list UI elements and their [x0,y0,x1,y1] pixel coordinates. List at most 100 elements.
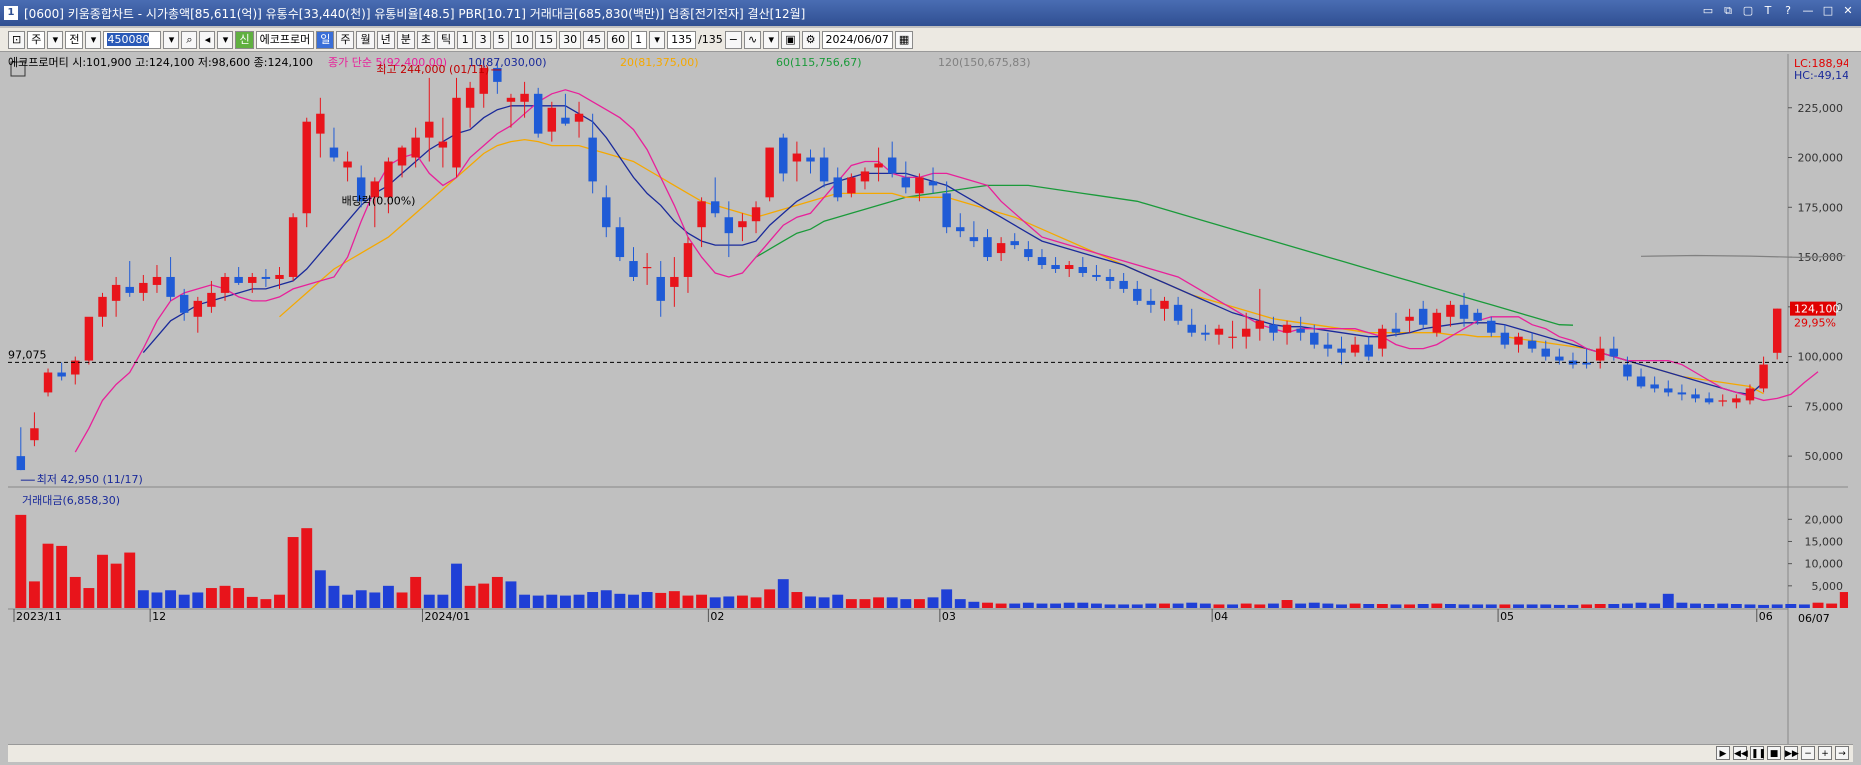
interval-1[interactable]: 1 [457,30,474,49]
x-tick-label: 2023/11 [16,610,62,623]
search-icon[interactable]: ⌕ [181,30,198,49]
help-icon[interactable]: ? [1785,4,1791,17]
legend-entry: 20(81,375,00) [620,56,699,69]
interval-3[interactable]: 3 [475,30,492,49]
chevron-down-icon[interactable]: ▾ [763,30,780,49]
x-axis-labels: 2023/11 12 2024/01 02 03 04 05 06 [13,609,1773,623]
candle-body [84,316,94,361]
volume-bar [423,594,435,608]
tab-tick[interactable]: 틱 [436,30,456,49]
wave-icon[interactable]: ∿ [744,30,762,49]
chevron-down-icon[interactable]: ▾ [163,30,180,49]
calendar-icon[interactable]: ▦ [894,30,914,49]
volume-bar [1662,593,1674,608]
volume-bar [355,590,367,608]
interval-10[interactable]: 10 [511,30,534,49]
maximize-icon[interactable]: □ [1822,4,1834,17]
candle-body [1255,320,1265,329]
candle-body [901,177,911,188]
volume-bar [1267,603,1279,608]
candle-body [1282,324,1292,333]
interval-select[interactable]: 1 [631,30,648,49]
candle-body [602,197,611,228]
chevron-down-icon[interactable]: ▾ [649,30,666,49]
volume-bar [519,594,531,608]
grid-toggle-icon[interactable] [10,61,26,77]
chevron-down-icon[interactable]: ▾ [85,30,102,49]
volume-bar [696,594,708,608]
tab-week[interactable]: 주 [336,30,355,49]
volume-bar [1458,604,1470,608]
credit-badge: 신 [235,30,254,49]
stop-icon[interactable]: ■ [1767,746,1781,760]
layout-icon[interactable]: ▭ [1702,4,1714,17]
pause-icon[interactable]: ❚❚ [1750,746,1766,760]
interval-45[interactable]: 45 [583,30,606,49]
minimize-icon[interactable]: — [1802,4,1814,17]
count-input[interactable]: 135 [667,30,697,49]
volume-bar [1499,604,1511,608]
candle-body [724,217,734,234]
tab-second[interactable]: 초 [416,30,435,49]
restore-icon[interactable]: ⧉ [1724,4,1732,17]
window-title: [0600] 키움종합차트 - 시가총액[85,611(억)] 유통수[33,4… [24,6,806,21]
zoom-in-icon[interactable]: + [1818,746,1832,760]
candle-body [302,121,311,214]
volume-bar [69,576,81,608]
interval-5[interactable]: 5 [493,30,510,49]
chevron-down-icon[interactable]: ▾ [47,30,64,49]
volume-bar [1281,600,1293,608]
chart-area[interactable]: 50,000 75,000 100,000 12 5,000 150,000 175,000… [8,54,1861,744]
candle-body [384,161,393,198]
candle-body [1078,267,1088,273]
price-chart[interactable]: 50,000 75,000 100,000 12 5,000 150,000 175,000… [8,54,1861,744]
count-total: /135 [698,33,723,46]
minus-icon[interactable]: − [724,30,742,49]
scroll-bar[interactable]: ▶ ◀◀ ❚❚ ■ ▶▶ − + → [8,744,1853,762]
period-select[interactable]: 주 [27,30,46,49]
volume-bar [736,595,748,608]
interval-15[interactable]: 15 [535,30,558,49]
volume-bar [1336,604,1347,608]
volume-bar [437,594,449,608]
date-input[interactable]: 2024/06/07 [821,30,893,49]
candle-body [1310,332,1319,345]
volume-bar [137,590,149,608]
volume-bar [505,581,517,608]
text-icon[interactable]: T [1764,4,1772,17]
candle-body [533,93,543,134]
tab-year[interactable]: 년 [376,30,395,49]
candle-body [710,201,720,214]
interval-30[interactable]: 30 [559,30,582,49]
volume-bar [342,594,354,608]
candle-body [166,276,175,297]
stock-name-field: 에코프로머 [255,30,315,49]
candle-body [1609,348,1619,357]
interval-60[interactable]: 60 [607,30,630,49]
volume-bar [15,514,27,608]
stock-code-input[interactable]: 450080 [103,30,162,49]
tab-day[interactable]: 일 [316,30,335,49]
chart-menu-icon[interactable]: ⊡ [8,30,26,49]
tab-month[interactable]: 월 [356,30,375,49]
volume-bar [1785,604,1797,608]
save-icon[interactable]: ▣ [781,30,800,49]
close-icon[interactable]: ✕ [1843,4,1853,17]
volume-bar [614,593,626,608]
tab-minute[interactable]: 분 [396,30,415,49]
zoom-out-icon[interactable]: − [1801,746,1815,760]
gear-icon[interactable]: ⚙ [801,30,820,49]
forward-icon[interactable]: ▶▶ [1784,746,1799,760]
tile-icon[interactable]: ▢ [1742,4,1754,17]
chevron-down-icon[interactable]: ▾ [217,30,234,49]
rewind-icon[interactable]: ◀◀ [1733,746,1748,760]
volume-bar [1826,603,1838,608]
play-icon[interactable]: ▶ [1716,746,1730,760]
market-select[interactable]: 전 [65,30,84,49]
speaker-icon[interactable]: ◂ [199,30,216,49]
volume-bar [628,594,639,608]
candle-body [16,456,26,471]
candle-body [43,372,53,393]
scroll-right-icon[interactable]: → [1835,746,1849,760]
candle-body [1595,348,1605,361]
